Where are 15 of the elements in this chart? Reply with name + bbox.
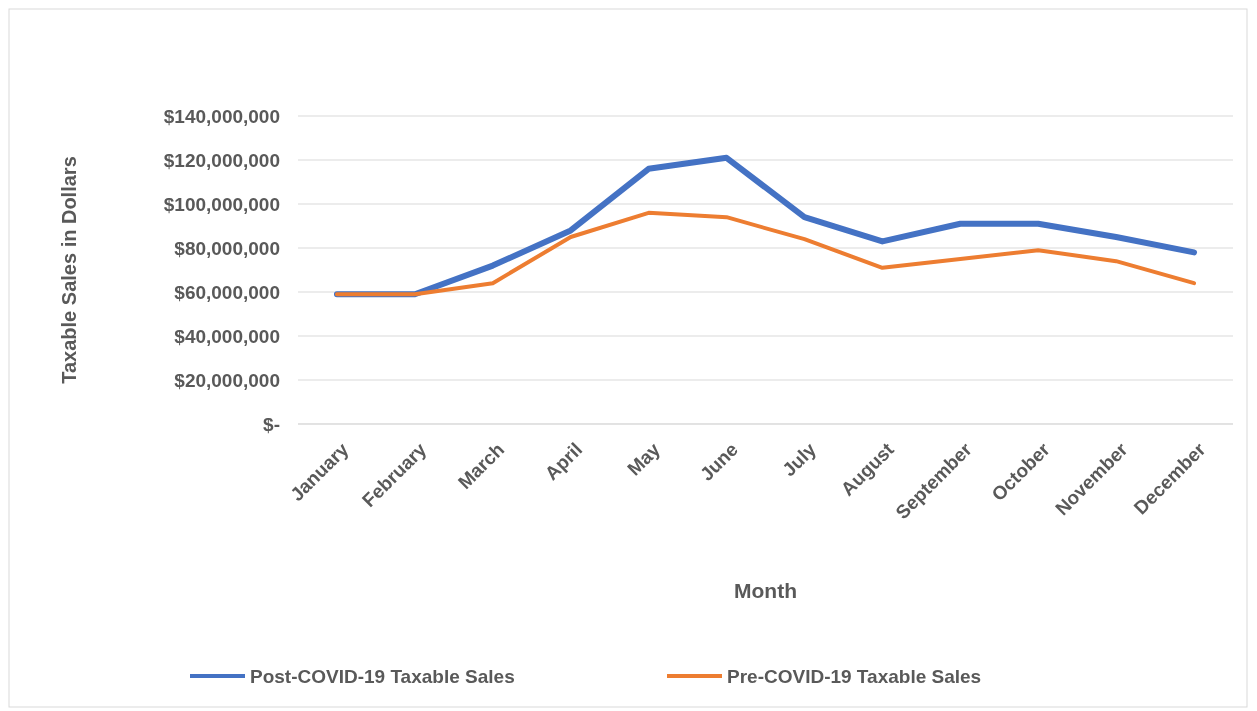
x-axis-title: Month — [734, 579, 797, 602]
x-tick-label: May — [623, 438, 665, 480]
y-tick-label: $100,000,000 — [163, 193, 280, 215]
y-axis-title: Taxable Sales in Dollars — [58, 156, 80, 384]
y-tick-label: $140,000,000 — [163, 105, 280, 127]
legend-label: Post-COVID-19 Taxable Sales — [250, 665, 515, 687]
x-tick-label: July — [778, 438, 821, 481]
y-tick-label: $120,000,000 — [163, 149, 280, 171]
legend-label: Pre-COVID-19 Taxable Sales — [727, 665, 982, 687]
y-tick-label: $- — [263, 413, 280, 435]
y-tick-label: $40,000,000 — [174, 325, 280, 347]
y-tick-label: $80,000,000 — [174, 237, 280, 259]
line-series — [334, 210, 1197, 297]
y-tick-label: $60,000,000 — [174, 281, 280, 303]
y-tick-label: $20,000,000 — [174, 369, 280, 391]
